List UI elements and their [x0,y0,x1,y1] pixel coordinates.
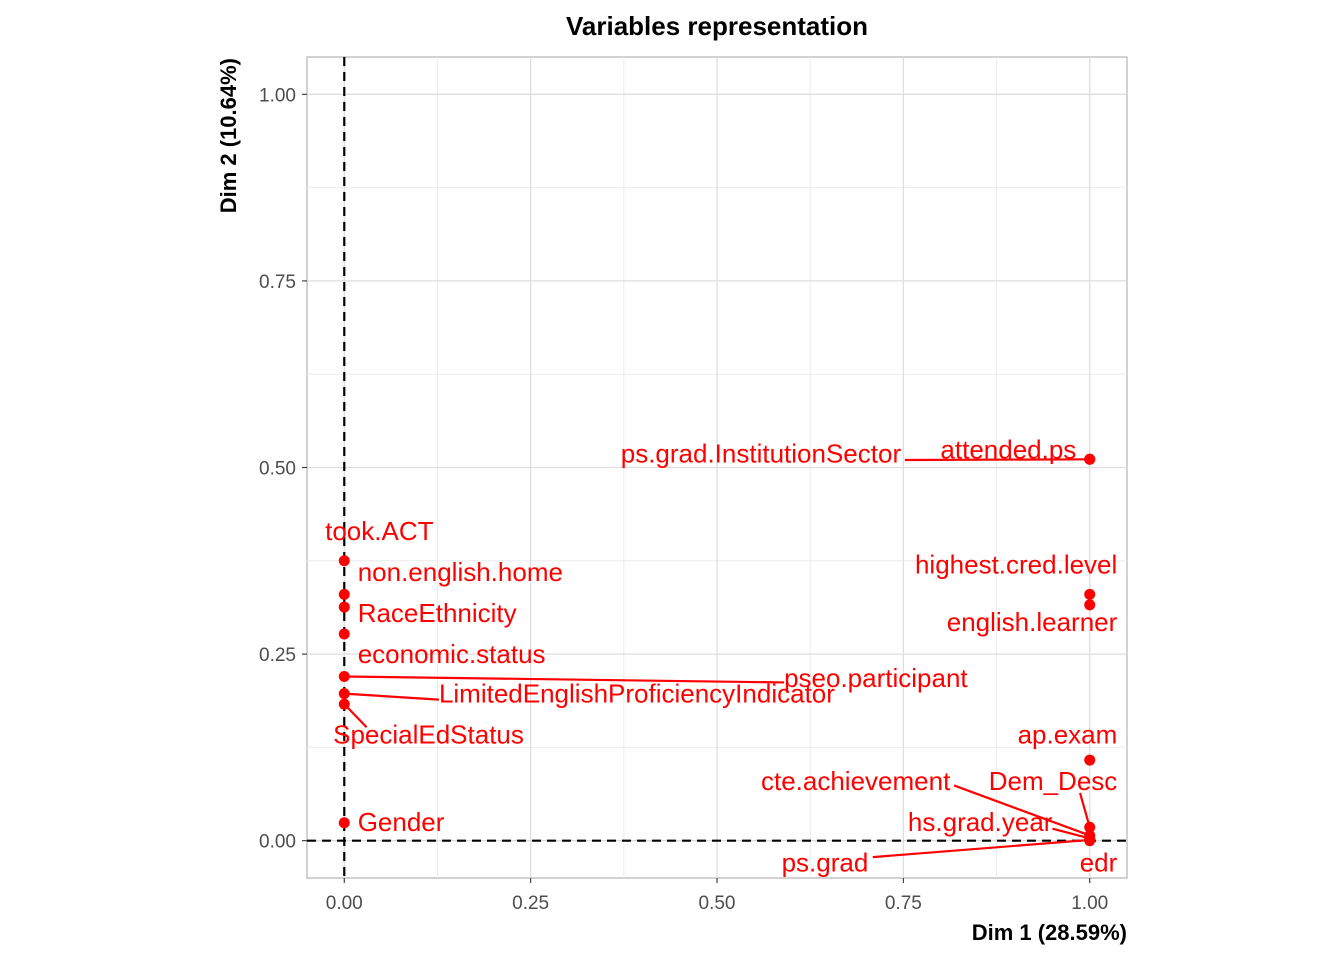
point-label: english.learner [947,607,1118,637]
point-labels: took.ACT non.english.home RaceEthnicity eco… [325,435,1118,878]
data-point [338,601,350,613]
data-point [1084,588,1096,600]
x-axis-title: Dim 1 (28.59%) [972,920,1127,945]
leader-line [344,692,440,701]
point-label: took.ACT [325,516,433,546]
point-label: highest.cred.level [915,549,1117,579]
data-point [338,670,350,682]
point-label: ps.grad [782,847,869,877]
data-point [1084,599,1096,611]
data-point [338,688,350,700]
data-point [338,698,350,710]
point-label: edr [1080,847,1118,877]
data-point [1084,835,1096,847]
point-label: ap.exam [1018,720,1118,750]
point-label: hs.grad.year [908,807,1053,837]
chart-title: Variables representation [566,11,868,41]
point-label: pseo.participant [784,663,968,693]
x-axis-ticks: 0.00 0.25 0.50 0.75 1.00 [326,878,1108,914]
x-tick-label: 1.00 [1071,893,1108,914]
data-point [338,628,350,640]
point-label: economic.status [358,639,546,669]
data-point [1084,453,1096,465]
x-tick-label: 0.25 [512,893,549,914]
y-tick-label: 0.00 [259,832,296,853]
y-tick-label: 0.50 [259,459,296,480]
point-label: RaceEthnicity [358,598,517,628]
data-points [338,453,1096,847]
data-point [338,588,350,600]
data-point [338,555,350,567]
leader-line [904,458,1090,462]
reference-lines [307,57,1127,878]
x-tick-label: 0.00 [326,893,363,914]
point-label: cte.achievement [761,766,951,796]
point-label: Dem_Desc [989,766,1118,796]
leader-line [872,838,1090,859]
x-tick-label: 0.75 [885,893,922,914]
data-point [338,817,350,829]
leader-line [953,784,1091,837]
x-tick-label: 0.50 [699,893,736,914]
data-point [1084,821,1096,833]
leader-line [1052,827,1091,840]
leader-line [344,675,785,684]
leader-line [1078,792,1091,828]
point-label: non.english.home [358,557,563,587]
y-tick-label: 1.00 [259,85,296,106]
point-label: ps.grad.InstitutionSector [621,438,902,468]
point-label: LimitedEnglishProficiencyIndicator [439,679,835,709]
y-tick-label: 0.25 [259,645,296,666]
data-point [1084,754,1096,766]
point-label: attended.ps [940,435,1076,465]
y-axis-ticks: 0.00 0.25 0.50 0.75 1.00 [259,85,307,853]
point-label: SpecialEdStatus [333,720,524,750]
point-label: Gender [358,807,445,837]
y-axis-title: Dim 2 (10.64%) [216,58,241,213]
y-tick-label: 0.75 [259,272,296,293]
